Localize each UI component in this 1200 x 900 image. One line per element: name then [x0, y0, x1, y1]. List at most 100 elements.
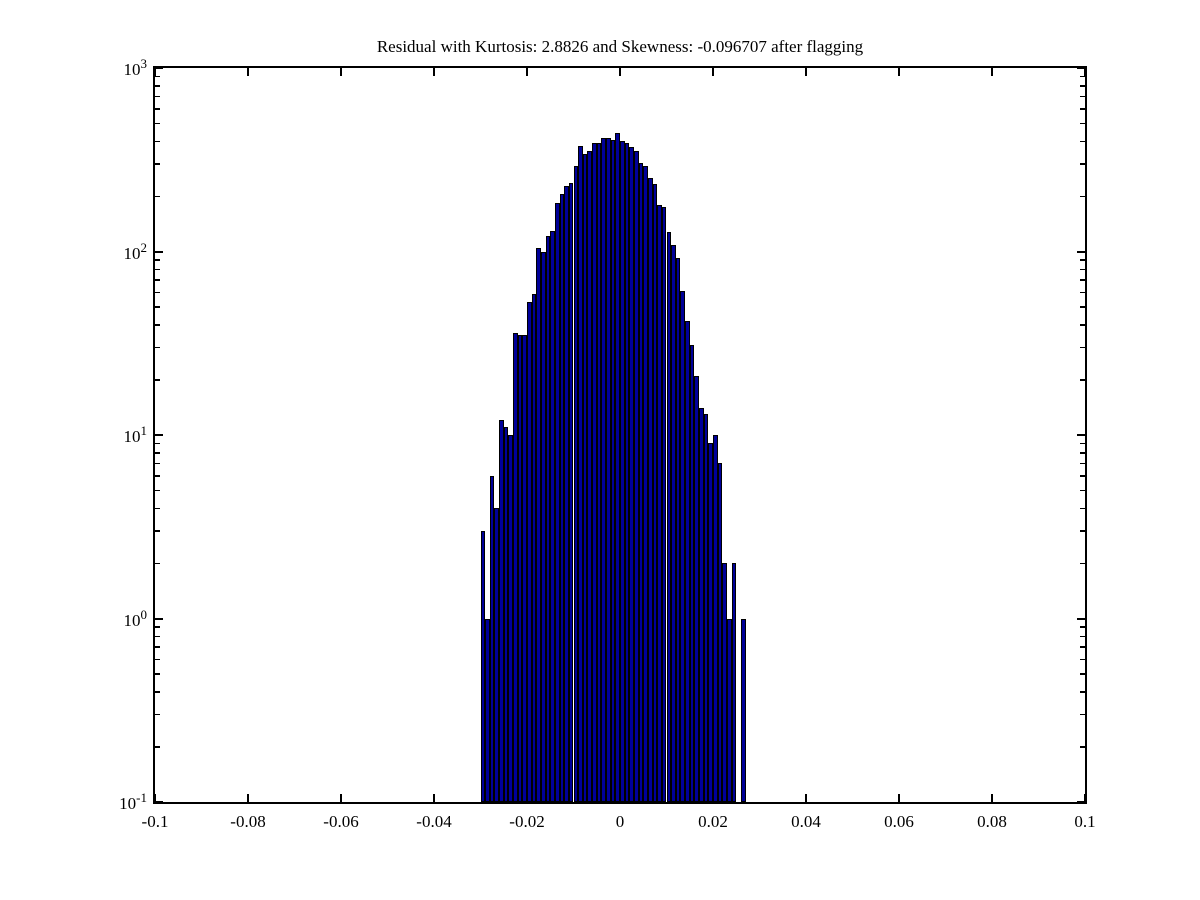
- y-minor-tick-right: [1080, 346, 1085, 349]
- y-minor-tick-right: [1080, 489, 1085, 492]
- y-tick-label-exponent: 2: [140, 239, 148, 255]
- y-minor-tick-right: [1080, 658, 1085, 661]
- y-minor-tick-right: [1080, 635, 1085, 638]
- y-minor-tick: [155, 626, 160, 628]
- x-tick-label: -0.02: [509, 812, 545, 831]
- x-major-tick-top: [712, 68, 714, 76]
- x-tick-label: 0.1: [1074, 812, 1096, 831]
- x-major-tick: [619, 794, 621, 802]
- x-tick-label: -0.08: [230, 812, 266, 831]
- y-minor-tick: [155, 195, 160, 198]
- y-minor-tick: [155, 452, 160, 454]
- histogram-bar: [703, 414, 709, 802]
- y-minor-tick-right: [1080, 452, 1085, 454]
- histogram-bar: [568, 183, 574, 802]
- histogram-bar: [559, 193, 565, 802]
- x-major-tick-top: [340, 68, 342, 76]
- y-tick-label-base: 10: [123, 60, 141, 79]
- histogram-bar: [680, 290, 686, 802]
- y-minor-tick: [155, 268, 160, 271]
- histogram-bar: [699, 408, 704, 802]
- x-tick-label: 0.04: [791, 812, 821, 831]
- y-minor-tick: [155, 635, 160, 638]
- histogram-bar: [587, 150, 593, 802]
- y-minor-tick: [155, 507, 160, 510]
- y-minor-tick-right: [1080, 530, 1085, 532]
- x-tick-label: 0.08: [977, 812, 1007, 831]
- histogram-bar: [480, 530, 486, 802]
- y-tick-label-base: 10: [119, 794, 137, 813]
- histogram-bar: [499, 420, 504, 802]
- y-minor-tick-right: [1080, 626, 1085, 628]
- x-major-tick: [340, 794, 342, 802]
- x-tick-label: 0: [615, 812, 625, 831]
- y-minor-tick: [155, 279, 160, 281]
- y-minor-tick-right: [1080, 324, 1085, 326]
- y-minor-tick-right: [1080, 122, 1085, 125]
- y-minor-tick-right: [1080, 442, 1085, 445]
- x-major-tick-top: [433, 68, 435, 76]
- y-minor-tick: [155, 163, 160, 165]
- x-tick-label: -0.06: [323, 812, 359, 831]
- y-minor-tick-right: [1080, 379, 1085, 381]
- y-minor-tick-right: [1080, 108, 1085, 110]
- y-minor-tick-right: [1080, 713, 1085, 716]
- y-minor-tick-right: [1080, 746, 1085, 748]
- y-tick-label-exponent: 3: [140, 56, 148, 71]
- y-minor-tick: [155, 108, 160, 110]
- y-minor-tick-right: [1080, 279, 1085, 281]
- histogram-bar: [647, 178, 653, 802]
- y-minor-tick: [155, 530, 160, 532]
- y-minor-tick: [155, 140, 160, 143]
- histogram-plot: [154, 67, 1086, 803]
- y-minor-tick: [155, 259, 160, 261]
- histogram-bar: [620, 141, 625, 802]
- x-major-tick-top: [898, 68, 900, 76]
- y-tick-label-exponent: -1: [136, 790, 147, 805]
- x-major-tick: [154, 794, 156, 802]
- histogram-bar: [675, 258, 681, 802]
- plot-area: [153, 66, 1087, 804]
- x-major-tick-top: [247, 68, 249, 76]
- y-tick-label-exponent: 1: [140, 423, 148, 438]
- histogram-bar: [545, 236, 551, 802]
- y-minor-tick: [155, 346, 160, 349]
- y-minor-tick: [155, 646, 160, 648]
- y-tick-label: 100: [0, 608, 148, 630]
- y-tick-label-base: 10: [123, 427, 141, 446]
- y-tick-label: 102: [0, 239, 148, 263]
- x-major-tick: [247, 794, 249, 802]
- x-major-tick: [991, 794, 993, 802]
- y-minor-tick-right: [1080, 268, 1085, 271]
- histogram-bar: [629, 147, 634, 802]
- histogram-bar: [643, 165, 648, 802]
- x-major-tick-top: [154, 68, 156, 76]
- histogram-bar: [671, 244, 676, 802]
- y-minor-tick: [155, 658, 160, 661]
- x-major-tick-top: [805, 68, 807, 76]
- histogram-bar: [582, 153, 588, 802]
- histogram-bar: [685, 320, 690, 802]
- y-minor-tick-right: [1080, 75, 1085, 78]
- histogram-bar: [536, 248, 541, 802]
- chart-title: Residual with Kurtosis: 2.8826 and Skewn…: [376, 37, 864, 56]
- y-major-tick: [155, 801, 163, 803]
- y-minor-tick: [155, 713, 160, 716]
- y-minor-tick-right: [1080, 195, 1085, 198]
- x-major-tick-top: [991, 68, 993, 76]
- histogram-bar: [713, 435, 718, 802]
- y-minor-tick-right: [1080, 95, 1085, 98]
- y-minor-tick: [155, 673, 160, 675]
- histogram-bar: [717, 463, 723, 802]
- y-minor-tick: [155, 122, 160, 125]
- y-minor-tick: [155, 746, 160, 748]
- y-major-tick-right: [1077, 67, 1085, 69]
- histogram-bar: [633, 150, 639, 802]
- y-minor-tick: [155, 691, 160, 693]
- histogram-bar: [513, 332, 518, 802]
- y-major-tick-right: [1077, 617, 1085, 620]
- y-minor-tick: [155, 306, 160, 308]
- histogram-bar: [517, 335, 523, 802]
- histogram-bar: [666, 231, 672, 802]
- y-major-tick: [155, 67, 163, 69]
